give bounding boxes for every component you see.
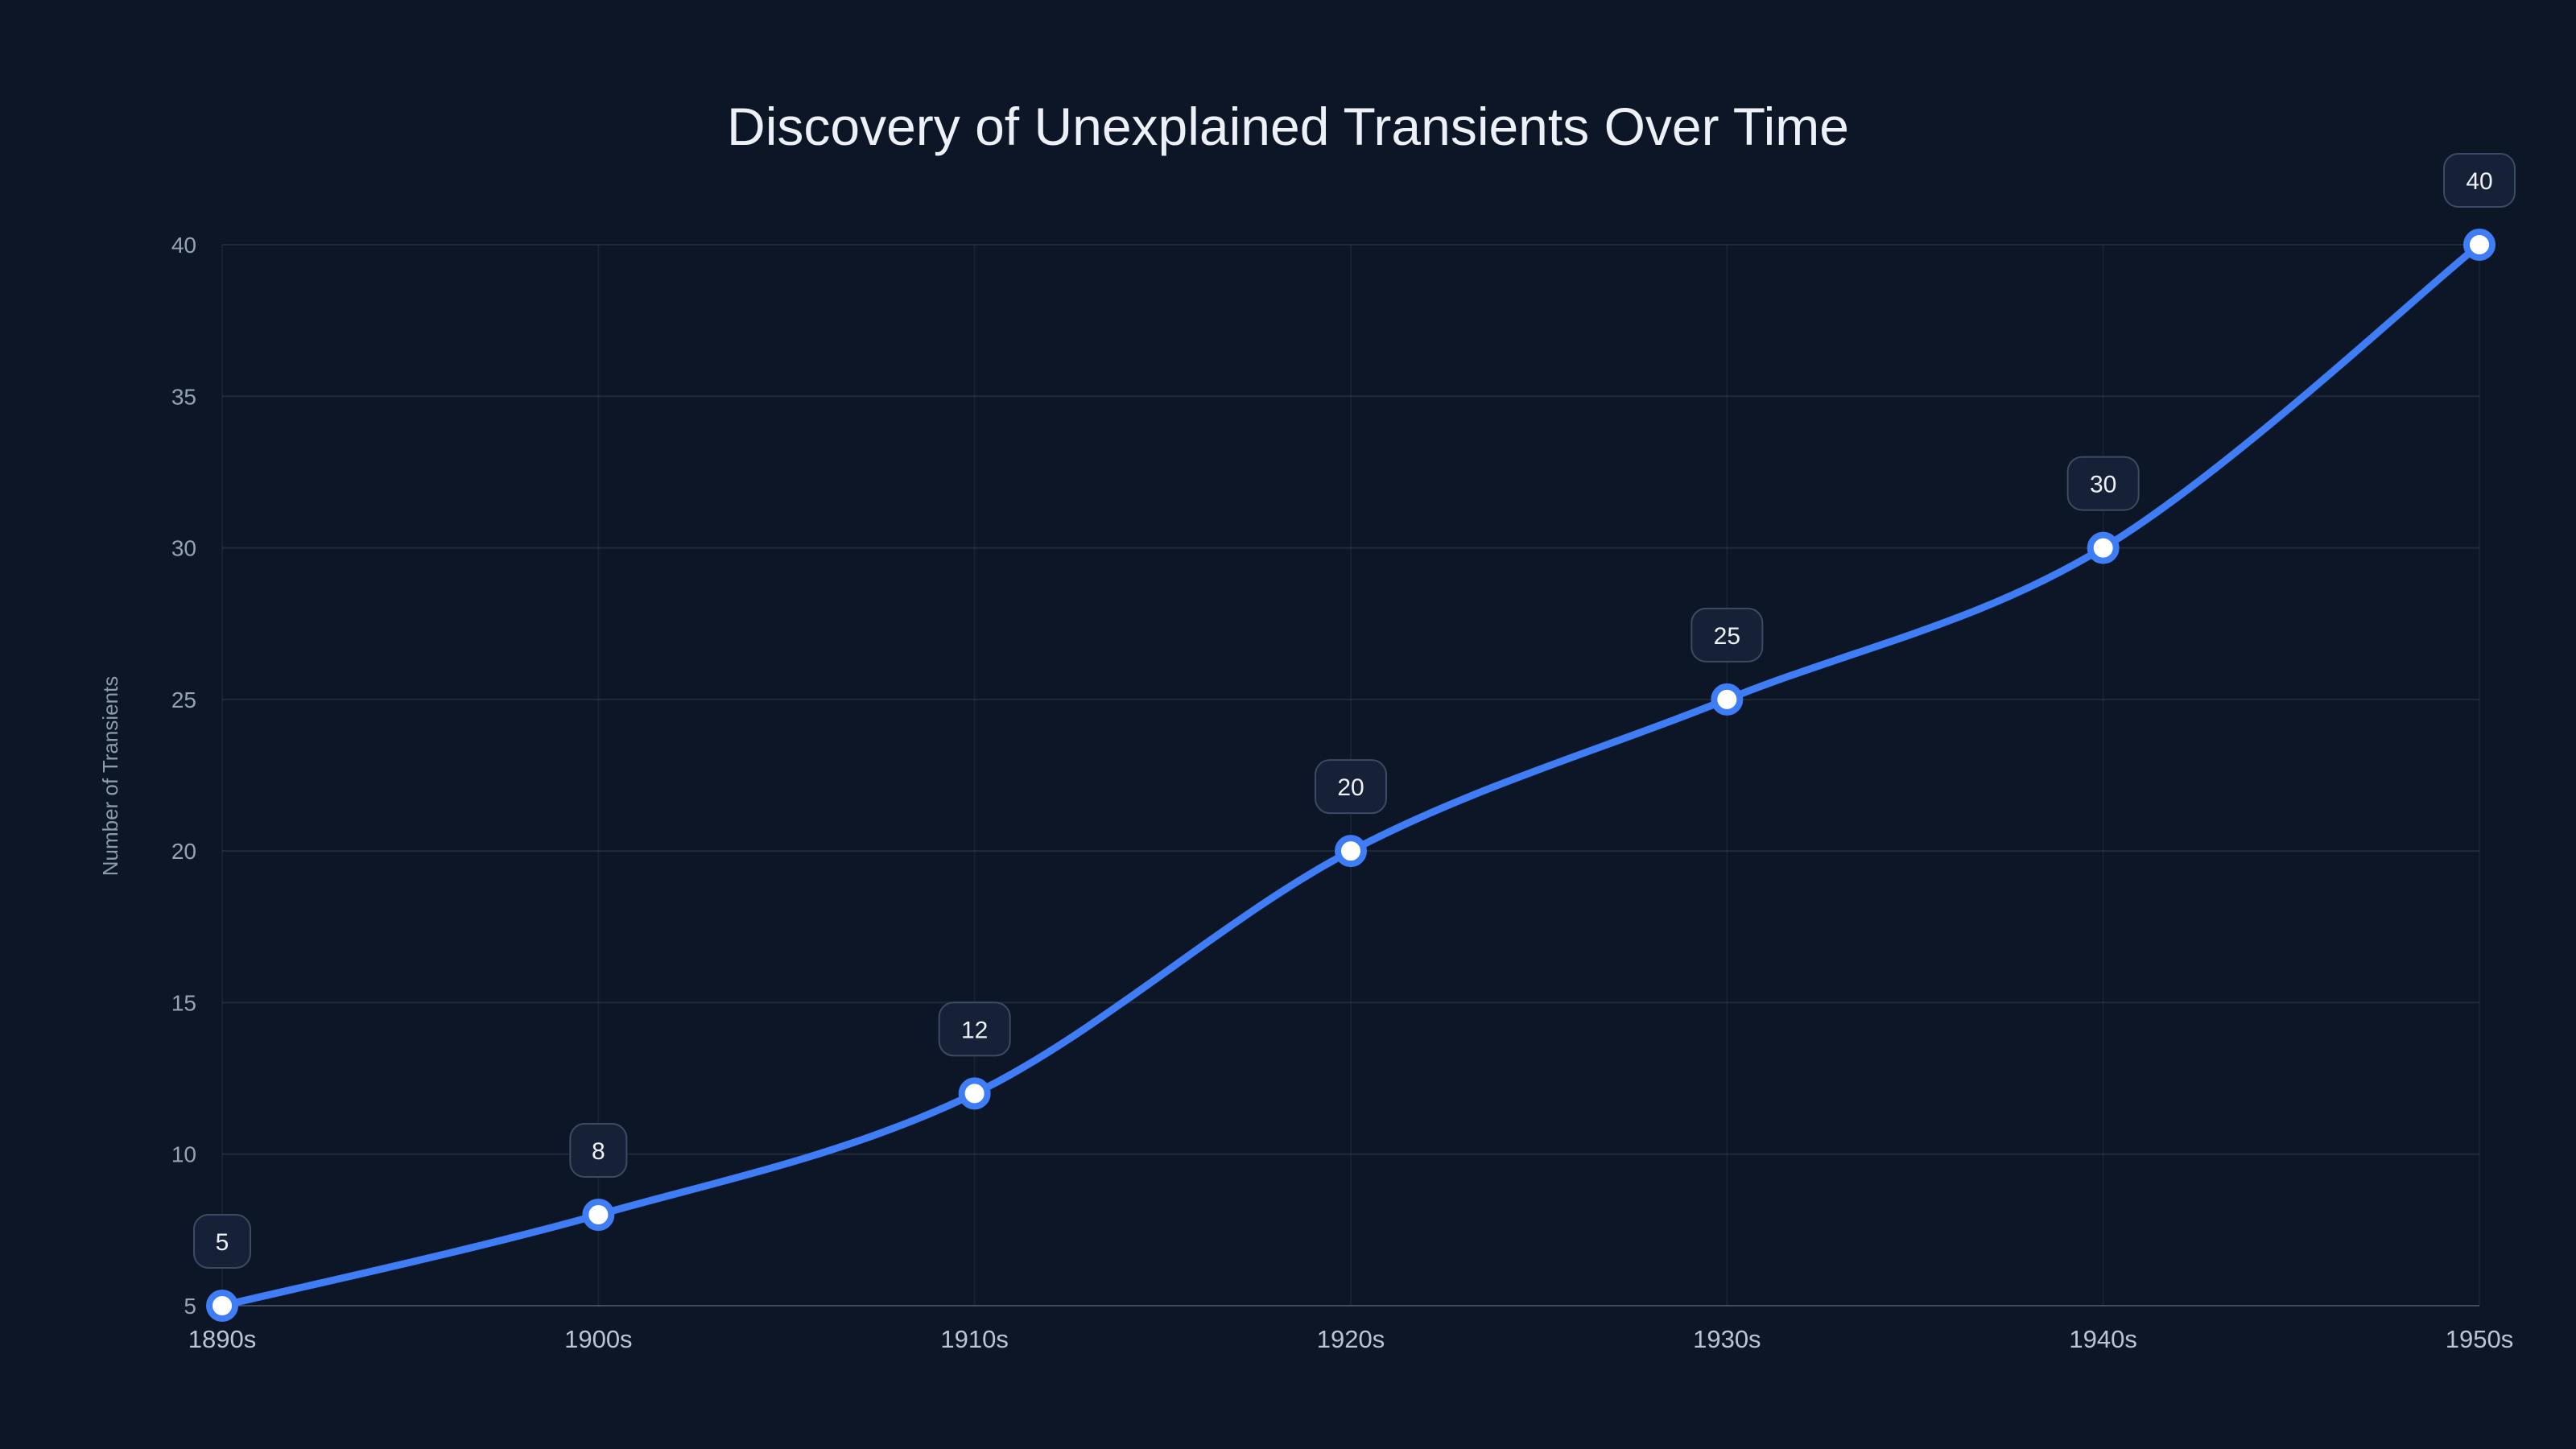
data-label-box bbox=[569, 1123, 628, 1179]
data-label-box bbox=[1315, 759, 1387, 815]
y-tick-label: 40 bbox=[171, 233, 196, 258]
data-label: 20 bbox=[1337, 774, 1364, 801]
x-tick-label: 1940s bbox=[2069, 1325, 2136, 1353]
y-tick-label: 15 bbox=[171, 990, 196, 1015]
data-point[interactable] bbox=[1711, 683, 1744, 716]
data-label: 25 bbox=[1714, 623, 1740, 650]
data-point[interactable] bbox=[2087, 531, 2120, 564]
data-label-box bbox=[2066, 456, 2140, 511]
data-label: 5 bbox=[216, 1229, 229, 1256]
x-tick-label: 1900s bbox=[564, 1325, 632, 1353]
data-label-box bbox=[2443, 153, 2516, 208]
chart-title: Discovery of Unexplained Transients Over… bbox=[727, 97, 1849, 156]
x-tick-label: 1890s bbox=[188, 1325, 256, 1353]
x-tick-label: 1930s bbox=[1693, 1325, 1761, 1353]
data-label: 12 bbox=[961, 1017, 988, 1043]
y-tick-label: 35 bbox=[171, 384, 196, 409]
y-tick-label: 25 bbox=[171, 687, 196, 712]
y-tick-label: 30 bbox=[171, 536, 196, 561]
data-point[interactable] bbox=[2463, 229, 2496, 261]
data-label: 8 bbox=[592, 1138, 605, 1165]
y-tick-label: 20 bbox=[171, 839, 196, 864]
data-point[interactable] bbox=[958, 1077, 991, 1110]
data-label-box bbox=[938, 1001, 1011, 1057]
x-tick-label: 1950s bbox=[2446, 1325, 2513, 1353]
data-label: 30 bbox=[2090, 472, 2116, 498]
y-axis-title: Number of Transients bbox=[98, 676, 122, 877]
data-label: 40 bbox=[2466, 168, 2492, 195]
data-point[interactable] bbox=[1335, 835, 1367, 868]
plot-area: 5 10 15 20 25 30 35 40 1890s 1900s 1910s 1920s 1930s… bbox=[171, 153, 2516, 1353]
x-tick-label: 1920s bbox=[1317, 1325, 1385, 1353]
data-label-box bbox=[193, 1214, 251, 1269]
data-point[interactable] bbox=[206, 1290, 238, 1322]
data-point[interactable] bbox=[582, 1199, 615, 1232]
y-tick-label: 5 bbox=[184, 1294, 196, 1319]
y-tick-label: 10 bbox=[171, 1142, 196, 1167]
x-tick-label: 1910s bbox=[940, 1325, 1008, 1353]
data-label-box bbox=[1690, 607, 1764, 663]
